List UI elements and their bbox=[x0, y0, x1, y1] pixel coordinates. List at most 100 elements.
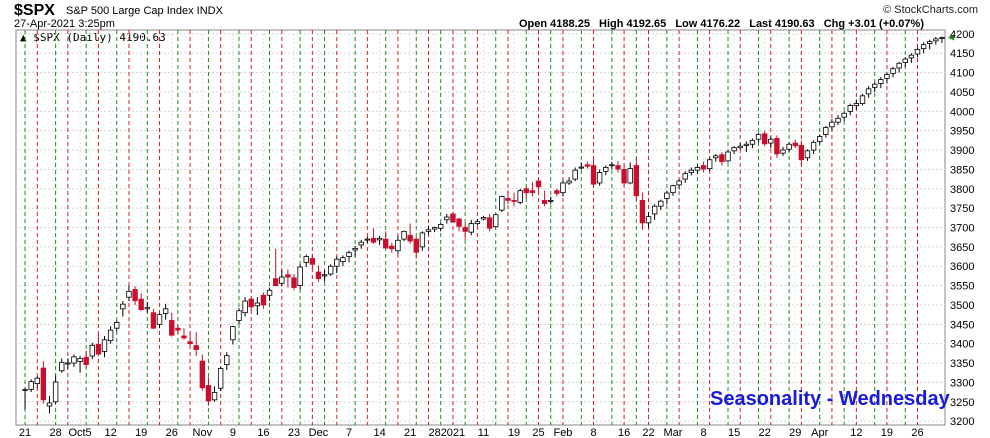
candle-body bbox=[676, 180, 682, 186]
candle-body bbox=[786, 143, 792, 150]
x-tick-label: 19 bbox=[135, 427, 147, 438]
candle-body bbox=[248, 298, 254, 308]
seasonality-annotation: Seasonality - Wednesday bbox=[710, 388, 950, 410]
candle-body bbox=[120, 303, 126, 310]
x-tick-label: 8 bbox=[590, 427, 596, 438]
change-value: Chg +3.01 (+0.07%) bbox=[823, 18, 924, 30]
candle-body bbox=[297, 266, 303, 286]
x-tick-label: 16 bbox=[618, 427, 630, 438]
candle-body bbox=[743, 143, 750, 146]
candle-body bbox=[731, 147, 737, 152]
high-value: High 4192.65 bbox=[599, 18, 667, 30]
candle-body bbox=[462, 227, 468, 232]
candle-body bbox=[541, 199, 548, 204]
x-tick-label: 28 bbox=[49, 427, 61, 438]
x-tick-label: 25 bbox=[532, 427, 544, 438]
x-tick-label: Nov bbox=[193, 427, 213, 438]
y-tick-label: 4050 bbox=[950, 87, 974, 99]
candle-body bbox=[829, 121, 835, 128]
candle-body bbox=[230, 326, 236, 341]
y-tick-label: 3550 bbox=[950, 281, 974, 293]
candle-body bbox=[682, 173, 688, 180]
candle-body bbox=[40, 367, 47, 401]
candle-body bbox=[664, 192, 670, 199]
candle-body bbox=[615, 165, 621, 170]
x-tick-label: 19 bbox=[881, 427, 893, 438]
x-tick-label: 2021 bbox=[441, 427, 465, 438]
y-axis: 3200 3250 3300 3350 3400 3450 3500 3550 3600 3650… bbox=[950, 29, 974, 428]
candle-body bbox=[939, 37, 945, 39]
candle-body bbox=[376, 237, 383, 241]
candle-body bbox=[89, 344, 95, 357]
candle-body bbox=[254, 302, 261, 307]
y-tick-label: 3400 bbox=[950, 339, 974, 351]
candle-body bbox=[65, 362, 71, 365]
candle-body bbox=[395, 239, 401, 252]
brand-watermark: © StockCharts.com bbox=[883, 4, 978, 16]
y-tick-label: 3800 bbox=[950, 184, 974, 196]
candle-body bbox=[823, 127, 829, 135]
y-tick-label: 3650 bbox=[950, 242, 974, 254]
y-tick-label: 4000 bbox=[950, 106, 974, 118]
candle-body bbox=[175, 327, 181, 331]
candle-body bbox=[438, 224, 444, 229]
candle-body bbox=[28, 381, 34, 390]
candle-body bbox=[853, 103, 860, 106]
candle-body bbox=[211, 392, 218, 401]
candle-body bbox=[431, 227, 438, 230]
candle-body bbox=[706, 159, 713, 170]
last-price-marker bbox=[947, 34, 954, 41]
candle-body bbox=[780, 149, 786, 154]
candle-body bbox=[480, 217, 487, 220]
candle-body bbox=[554, 190, 560, 194]
candle-body bbox=[291, 277, 297, 288]
y-tick-label: 3950 bbox=[950, 126, 974, 138]
y-tick-label: 3700 bbox=[950, 223, 974, 235]
candle-body bbox=[578, 166, 584, 169]
candle-body bbox=[535, 180, 542, 188]
candle-body bbox=[468, 223, 474, 233]
candle-body bbox=[389, 245, 395, 250]
x-tick-label: 26 bbox=[911, 427, 923, 438]
y-tick-label: 4200 bbox=[950, 29, 974, 41]
candle-body bbox=[340, 257, 346, 262]
candle-body bbox=[859, 95, 866, 104]
x-tick-label: 21 bbox=[19, 427, 31, 438]
candle-body bbox=[529, 190, 536, 194]
candle-body bbox=[688, 169, 695, 173]
candle-body bbox=[358, 241, 364, 246]
y-tick-label: 3200 bbox=[950, 416, 974, 428]
x-axis: 21 28 Oct5 12 19 26 Nov 9 16 23 Dec 7 14 21 28 2021 11 19… bbox=[19, 427, 924, 438]
y-tick-label: 3600 bbox=[950, 261, 974, 273]
candle-body bbox=[193, 345, 199, 350]
candle-body bbox=[719, 154, 725, 163]
candle-body bbox=[126, 290, 132, 298]
x-tick-label: Apr bbox=[811, 427, 828, 438]
candle-body bbox=[584, 164, 591, 167]
candle-body bbox=[590, 165, 597, 185]
candle-body bbox=[548, 199, 554, 202]
candle-body bbox=[242, 300, 248, 314]
y-tick-label: 3300 bbox=[950, 377, 974, 389]
candle-body bbox=[95, 344, 102, 355]
candle-body bbox=[511, 199, 517, 202]
candle-body bbox=[914, 48, 921, 55]
candle-body bbox=[260, 294, 267, 306]
candle-body bbox=[370, 237, 377, 243]
candle-body bbox=[651, 205, 658, 215]
candle-body bbox=[768, 138, 774, 144]
candle-body bbox=[364, 238, 371, 241]
candle-body bbox=[603, 167, 609, 172]
candle-body bbox=[841, 112, 847, 118]
candle-body bbox=[383, 238, 389, 249]
candle-body bbox=[725, 151, 731, 162]
candle-body bbox=[156, 314, 163, 325]
candle-body bbox=[596, 172, 603, 184]
candle-body bbox=[236, 310, 242, 321]
x-tick-label: 22 bbox=[759, 427, 771, 438]
x-tick-label: 26 bbox=[166, 427, 178, 438]
candle-body bbox=[645, 216, 652, 224]
x-tick-label: Dec bbox=[309, 427, 329, 438]
x-tick-label: 7 bbox=[346, 427, 352, 438]
